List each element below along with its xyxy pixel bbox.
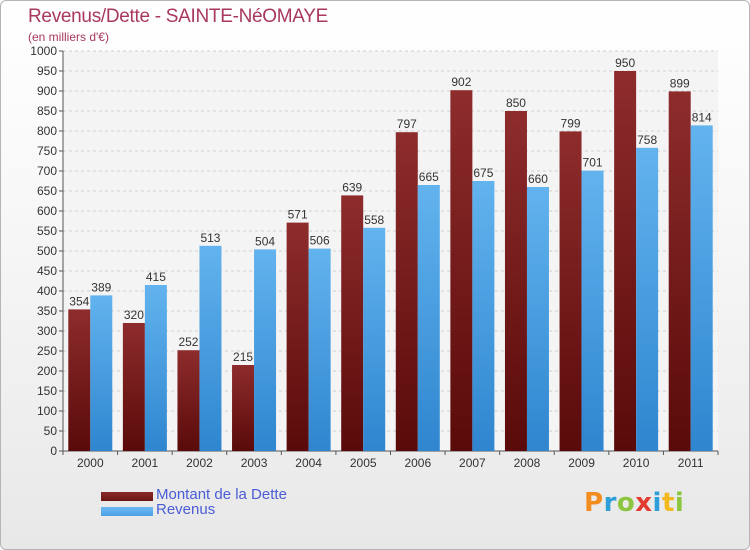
y-tick-label: 600 <box>37 204 57 218</box>
y-tick-label: 850 <box>37 104 57 118</box>
data-label-revenus: 504 <box>255 234 275 248</box>
y-tick-label: 550 <box>37 224 57 238</box>
bar-revenus <box>472 181 495 451</box>
bar-dette <box>614 71 637 451</box>
y-tick-label: 1000 <box>30 44 57 58</box>
y-tick-label: 750 <box>37 144 57 158</box>
data-label-revenus: 389 <box>91 280 111 294</box>
bar-revenus <box>690 125 713 452</box>
data-label-dette: 571 <box>288 208 308 222</box>
data-label-dette: 902 <box>451 75 471 89</box>
data-label-dette: 797 <box>397 117 417 131</box>
logo-letter: i <box>652 488 662 518</box>
bar-dette <box>668 91 691 452</box>
bar-dette <box>232 365 255 451</box>
data-label-dette: 899 <box>670 76 690 90</box>
legend-label-dette: Montant de la Dette <box>156 486 287 503</box>
logo-letter: r <box>603 488 617 518</box>
x-tick-label: 2006 <box>404 456 431 470</box>
x-tick-label: 2000 <box>77 456 104 470</box>
bar-revenus <box>636 147 659 452</box>
bar-revenus <box>199 245 222 451</box>
x-tick-label: 2008 <box>514 456 541 470</box>
proxiti-logo: Proxiti <box>584 488 684 518</box>
legend-swatch-revenus <box>101 507 153 516</box>
data-label-revenus: 701 <box>583 156 603 170</box>
legend-label-revenus: Revenus <box>156 501 216 518</box>
logo-letter: P <box>584 488 604 518</box>
y-tick-label: 950 <box>37 64 57 78</box>
logo-letter: t <box>661 488 675 518</box>
bar-revenus <box>144 285 167 451</box>
bar-dette <box>504 111 527 451</box>
y-tick-label: 0 <box>50 444 57 458</box>
chart-title: Revenus/Dette - SAINTE-NéOMAYE <box>28 6 329 27</box>
data-label-revenus: 558 <box>364 213 384 227</box>
bar-dette <box>450 90 473 451</box>
x-tick-label: 2005 <box>350 456 377 470</box>
legend-swatch-dette <box>101 492 153 501</box>
logo-letter: i <box>674 488 685 518</box>
bar-revenus <box>526 187 549 451</box>
data-label-dette: 354 <box>69 294 89 308</box>
data-label-revenus: 660 <box>528 172 548 186</box>
chart-subtitle: (en milliers d'€) <box>28 30 109 44</box>
y-tick-label: 150 <box>37 384 57 398</box>
y-tick-label: 250 <box>37 344 57 358</box>
y-tick-label: 350 <box>37 304 57 318</box>
x-tick-label: 2004 <box>295 456 322 470</box>
data-label-revenus: 665 <box>419 170 439 184</box>
y-tick-label: 200 <box>37 364 57 378</box>
y-tick-label: 300 <box>37 324 57 338</box>
bar-chart: 0 50 100 150 200 250 300 350 400 450 500 550 600 650 7… <box>30 44 719 470</box>
data-label-revenus: 415 <box>146 270 166 284</box>
bar-revenus <box>254 249 277 451</box>
bar-dette <box>286 222 309 451</box>
y-tick-label: 650 <box>37 184 57 198</box>
bar-revenus <box>308 248 331 451</box>
data-label-dette: 799 <box>561 116 581 130</box>
logo-letter: x <box>635 488 653 518</box>
data-label-dette: 639 <box>342 180 362 194</box>
x-tick-label: 2003 <box>241 456 268 470</box>
x-tick-label: 2010 <box>623 456 650 470</box>
bar-revenus <box>363 227 386 451</box>
data-label-dette: 320 <box>124 308 144 322</box>
bar-dette <box>68 309 91 451</box>
x-tick-label: 2001 <box>132 456 159 470</box>
bar-dette <box>177 350 200 451</box>
bar-revenus <box>581 170 604 451</box>
data-label-revenus: 513 <box>200 231 220 245</box>
y-tick-label: 450 <box>37 264 57 278</box>
bar-revenus <box>90 295 113 451</box>
y-tick-label: 500 <box>37 244 57 258</box>
bar-dette <box>341 195 364 451</box>
logo-letter: o <box>616 488 636 518</box>
data-label-revenus: 675 <box>473 166 493 180</box>
y-tick-label: 50 <box>44 424 58 438</box>
data-label-revenus: 758 <box>637 133 657 147</box>
bar-dette <box>395 132 418 451</box>
x-tick-label: 2009 <box>568 456 595 470</box>
x-tick-label: 2011 <box>678 456 704 470</box>
data-label-dette: 252 <box>178 335 198 349</box>
data-label-dette: 215 <box>233 350 253 364</box>
y-tick-label: 900 <box>37 84 57 98</box>
x-tick-label: 2002 <box>186 456 213 470</box>
data-label-revenus: 506 <box>310 234 330 248</box>
bar-dette <box>559 131 582 451</box>
y-tick-label: 700 <box>37 164 57 178</box>
data-label-dette: 950 <box>615 56 635 70</box>
bar-dette <box>122 323 145 451</box>
x-tick-label: 2007 <box>459 456 486 470</box>
y-tick-label: 400 <box>37 284 57 298</box>
y-tick-label: 100 <box>37 404 57 418</box>
data-label-revenus: 814 <box>692 110 712 124</box>
data-label-dette: 850 <box>506 96 526 110</box>
bar-revenus <box>417 185 440 451</box>
y-tick-label: 800 <box>37 124 57 138</box>
